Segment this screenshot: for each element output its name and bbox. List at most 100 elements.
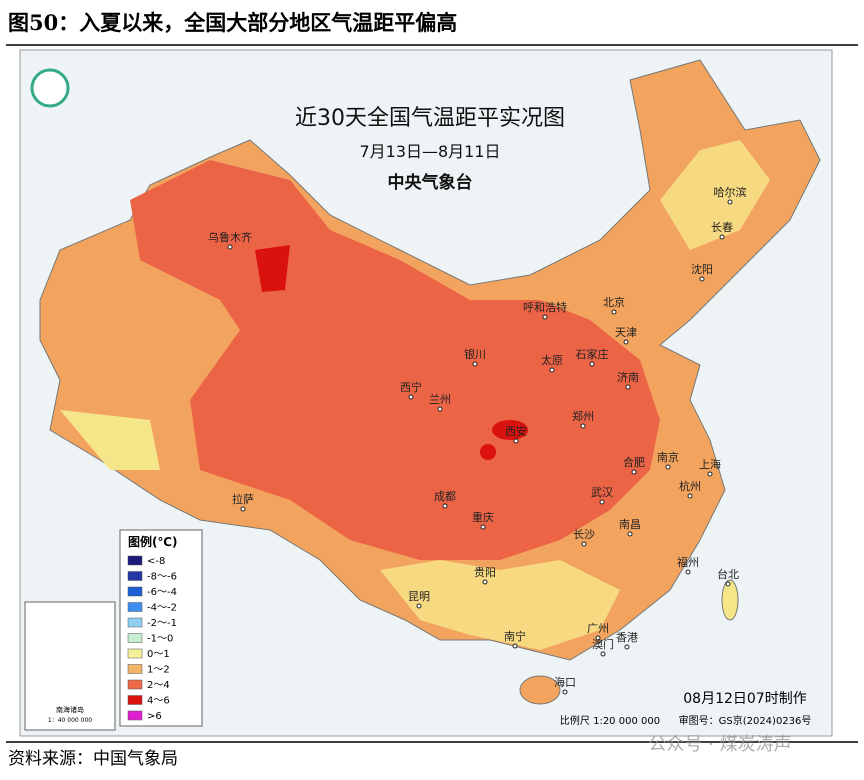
city-dot [442, 503, 448, 509]
city-dot [482, 579, 488, 585]
city-dot [627, 531, 633, 537]
city-dot [707, 471, 713, 477]
city-label: 广州 [587, 622, 609, 635]
agency: 中央气象台 [388, 172, 473, 193]
source: 资料来源：中国气象局 [8, 749, 178, 769]
city-label: 南昌 [619, 518, 641, 531]
city-dot [227, 244, 233, 250]
city-label: 西宁 [400, 380, 422, 394]
city-label: 拉萨 [232, 492, 254, 506]
legend-swatch [127, 617, 143, 628]
city-dot [624, 644, 630, 650]
city-dot [240, 506, 246, 512]
city-label: 重庆 [472, 510, 494, 524]
legend-swatch [127, 710, 143, 721]
city-label: 呼和浩特 [523, 300, 567, 314]
city-dot [623, 339, 629, 345]
city-dot [665, 464, 671, 470]
scale-note: 比例尺 1:20 000 000 [560, 714, 660, 727]
legend-label: -2～-1 [147, 618, 177, 629]
taiwan [721, 579, 739, 621]
city-label: 北京 [603, 295, 625, 309]
city-label: 澳门 [592, 637, 614, 651]
legend-label: -6～-4 [147, 587, 177, 598]
city-label: 昆明 [408, 590, 430, 603]
city-label: 银川 [464, 347, 486, 361]
city-label: 武汉 [591, 486, 613, 499]
legend-label: 1～2 [147, 665, 170, 676]
legend-swatch [127, 679, 143, 690]
city-dot [581, 541, 587, 547]
legend-label: 0～1 [147, 649, 170, 660]
legend-swatch [127, 648, 143, 659]
city-label: 太原 [541, 354, 563, 367]
city-label: 长沙 [573, 528, 595, 541]
city-dot [687, 493, 693, 499]
inset-scale: 1：40 000 000 [48, 717, 92, 724]
city-label: 哈尔滨 [714, 185, 747, 199]
legend-label: >6 [147, 711, 162, 722]
city-dot [599, 499, 605, 505]
hot-spot [255, 245, 290, 292]
city-dot [416, 603, 422, 609]
legend-label: 2～4 [147, 680, 170, 691]
legend-label: -1～0 [147, 634, 173, 645]
legend-label: <-8 [147, 556, 165, 567]
city-dot [595, 635, 601, 641]
legend-label: -4～-2 [147, 603, 177, 614]
legend-swatch [127, 695, 143, 705]
city-dot [480, 524, 486, 530]
city-label: 成都 [434, 490, 456, 503]
legend-swatch [127, 555, 143, 566]
logo [30, 68, 70, 108]
hainan [519, 675, 561, 705]
legend-label: 4～6 [147, 696, 170, 707]
inset-frame [24, 601, 116, 731]
city-label: 西安 [505, 424, 527, 438]
city-dot [437, 406, 443, 412]
city-dot [549, 367, 555, 373]
legend-swatch [127, 586, 143, 597]
city-dot [562, 689, 568, 695]
city-label: 长春 [711, 221, 733, 234]
watermark: 公众号 · 煤炭涛声 [648, 734, 791, 755]
city-dot [725, 581, 731, 587]
city-label: 济南 [617, 370, 639, 384]
city-dot [589, 361, 595, 367]
city-label: 石家庄 [576, 347, 609, 361]
city-label: 乌鲁木齐 [208, 230, 252, 244]
legend-label: -8～-6 [147, 572, 177, 583]
city-label: 贵阳 [474, 566, 496, 579]
city-dot [719, 234, 725, 240]
city-dot [685, 569, 691, 575]
city-dot [625, 384, 631, 390]
city-label: 杭州 [679, 479, 701, 493]
city-label: 香港 [616, 631, 638, 644]
city-dot [727, 199, 733, 205]
legend-swatch [127, 571, 143, 581]
city-dot [611, 309, 617, 315]
inset-label: 南海诸岛 [56, 705, 84, 714]
city-dot [699, 276, 705, 282]
city-label: 福州 [677, 555, 699, 569]
city-dot [631, 469, 637, 475]
mild-region [60, 410, 160, 470]
mild-region [380, 560, 620, 650]
city-dot [600, 651, 606, 657]
figure-title: 图50：入夏以来，全国大部分地区气温距平偏高 [8, 10, 457, 35]
city-dot [580, 423, 586, 429]
legend-swatch [127, 664, 143, 674]
city-dot [408, 394, 414, 400]
city-dot [542, 314, 548, 320]
city-label: 合肥 [623, 455, 645, 469]
city-label: 台北 [717, 567, 739, 581]
city-label: 郑州 [572, 409, 594, 423]
city-label: 兰州 [429, 393, 451, 406]
hot-spot [492, 420, 528, 440]
made-note: 08月12日07时制作 [683, 691, 806, 707]
review-note: 审图号：GS京(2024)0236号 [679, 714, 812, 727]
city-label: 海口 [554, 675, 576, 689]
legend-title: 图例(℃) [128, 534, 178, 549]
city-label: 沈阳 [691, 262, 713, 276]
